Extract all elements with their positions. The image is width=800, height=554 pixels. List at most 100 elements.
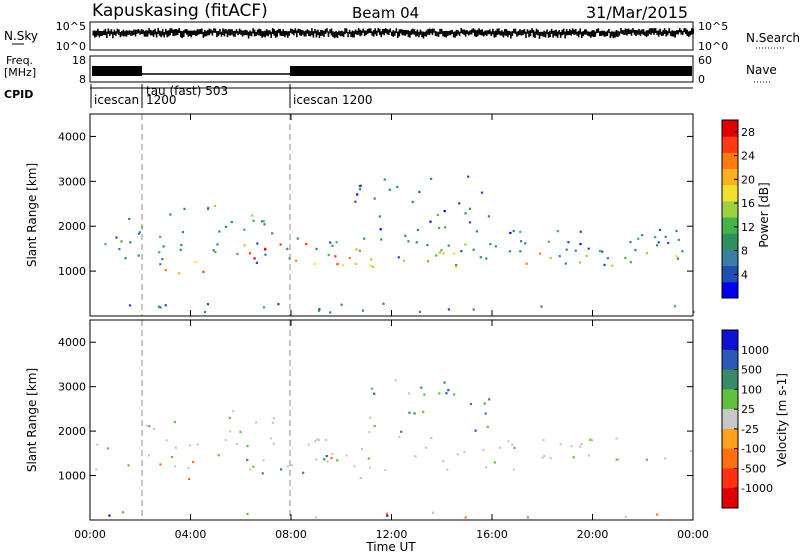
sky-noise-sample: [249, 30, 251, 36]
velocity-echo-cell: [570, 445, 573, 448]
velocity-echo-cell: [152, 427, 156, 431]
power-echo-cell: [354, 200, 357, 203]
velocity-echo-cell: [286, 465, 289, 468]
sky-noise-sample: [247, 31, 250, 39]
sky-noise-sample: [683, 28, 686, 33]
power-echo-cell: [206, 207, 210, 211]
freq-tick-bottom: 8: [79, 73, 86, 86]
sky-noise-sample: [550, 28, 553, 34]
velocity-echo-cell: [316, 438, 319, 441]
sky-noise-sample: [403, 29, 405, 36]
sky-noise-sample: [262, 31, 265, 37]
power-echo-layer: [104, 175, 695, 314]
sky-noise-sample: [241, 30, 244, 37]
velocity-echo-cell: [507, 440, 510, 443]
sky-noise-sample: [687, 31, 690, 37]
power-echo-cell: [361, 309, 365, 312]
sky-noise-sample: [501, 30, 503, 36]
sky-noise-sample: [419, 29, 422, 35]
velocity-echo-cell: [591, 439, 594, 442]
sky-noise-sample: [609, 31, 612, 39]
velocity-echo-cell: [147, 454, 151, 457]
sky-tick-top: 10^5: [56, 20, 86, 33]
power-echo-cell: [162, 245, 165, 248]
power-colorbar: 4 8 12 16 20 24 28: [721, 119, 755, 299]
power-echo-cell: [411, 200, 414, 204]
sky-noise-sample: [495, 30, 497, 38]
power-echo-cell: [363, 237, 366, 240]
sky-noise-sample: [674, 30, 677, 38]
velocity-echo-cell: [386, 514, 389, 517]
power-echo-cell: [508, 250, 511, 253]
velocity-echo-cell: [192, 460, 195, 464]
sky-noise-sample: [280, 31, 283, 37]
velocity-echo-cell: [108, 514, 111, 517]
velocity-echo-cell: [408, 392, 411, 395]
velocity-colorbar-segment: [722, 369, 738, 390]
sky-noise-sample: [629, 29, 631, 35]
sky-noise-sample: [375, 30, 378, 36]
sky-noise-sample: [589, 31, 592, 38]
velocity-echo-layer: [95, 379, 693, 519]
nave-label: Nave: [746, 63, 777, 77]
sky-noise-sample: [286, 31, 289, 38]
y-tick-label: 4000: [58, 336, 86, 349]
power-echo-cell: [601, 250, 604, 253]
sky-noise-sample: [505, 29, 508, 36]
velocity-echo-cell: [279, 468, 283, 471]
sky-noise-sample: [208, 28, 211, 36]
sky-noise-sample: [476, 29, 479, 37]
velocity-echo-cell: [689, 449, 693, 453]
power-echo-cell: [118, 247, 121, 251]
velocity-echo-cell: [290, 464, 293, 467]
sky-noise-sample: [422, 31, 425, 39]
sky-noise-sample: [653, 28, 655, 35]
sky-noise-sample: [188, 30, 191, 37]
sky-noise-sample: [157, 28, 159, 34]
power-echo-cell: [611, 264, 614, 267]
power-echo-cell: [138, 231, 141, 234]
freq-label-line2: [MHz]: [4, 66, 36, 79]
sky-noise-sample: [409, 31, 411, 38]
velocity-echo-cell: [307, 443, 310, 446]
power-echo-cell: [692, 310, 695, 313]
velocity-echo-cell: [656, 513, 659, 516]
power-echo-cell: [207, 206, 210, 209]
sky-noise-sample: [329, 29, 331, 34]
power-echo-cell: [380, 238, 383, 241]
y-tick-label: 4000: [58, 130, 86, 143]
power-colorbar-segment: [722, 152, 738, 170]
velocity-echo-cell: [325, 454, 328, 458]
velocity-echo-cell: [127, 464, 130, 467]
power-echo-cell: [585, 254, 588, 257]
sky-noise-sample: [651, 28, 654, 34]
power-echo-cell: [540, 305, 543, 308]
sky-noise-sample: [223, 29, 226, 37]
sky-noise-sample: [184, 29, 187, 34]
sky-noise-sample: [547, 31, 550, 38]
velocity-echo-cell: [464, 516, 467, 519]
sky-noise-sample: [158, 30, 161, 36]
sky-noise-sample: [211, 30, 214, 36]
sky-noise-sample: [314, 28, 316, 34]
power-echo-cell: [378, 215, 381, 218]
power-echo-cell: [637, 237, 640, 240]
power-echo-cell: [677, 238, 680, 241]
velocity-echo-cell: [484, 412, 487, 415]
sky-noise-sample: [404, 29, 407, 36]
velocity-colorbar-tick-label: -500: [741, 462, 766, 475]
sky-noise-sample: [611, 31, 613, 37]
power-echo-cell: [444, 226, 447, 229]
sky-noise-sample: [216, 31, 218, 38]
sky-noise-sample: [535, 28, 538, 35]
velocity-echo-cell: [423, 393, 426, 396]
sky-noise-sample: [175, 28, 178, 36]
power-colorbar-tick-label: 12: [741, 221, 755, 234]
sky-noise-sample: [193, 30, 196, 35]
velocity-panel-frame: [89, 319, 694, 521]
sky-noise-sample: [109, 30, 111, 37]
sky-noise-sample: [274, 30, 277, 38]
power-echo-cell: [603, 263, 606, 267]
sky-label: N.Sky: [4, 29, 38, 43]
sky-noise-sample: [374, 28, 377, 35]
